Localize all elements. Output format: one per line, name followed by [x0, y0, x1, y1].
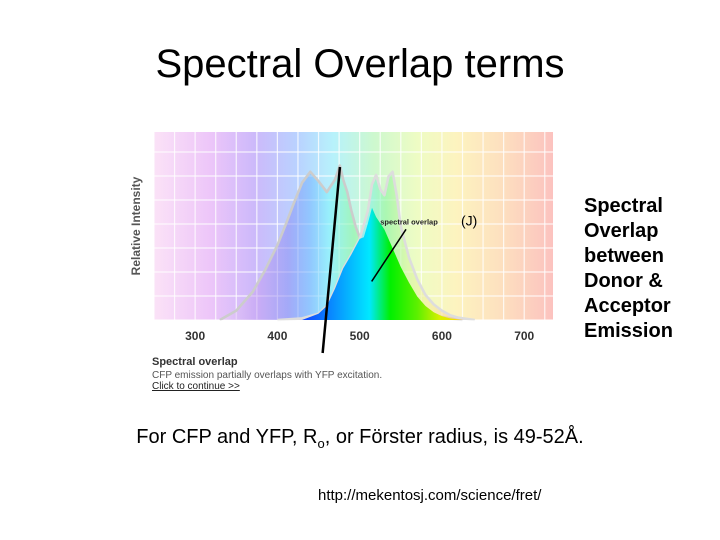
- slide-title: Spectral Overlap terms: [155, 42, 565, 86]
- annotation-symbol: (J): [461, 212, 477, 228]
- y-axis-label: Relative Intensity: [129, 176, 143, 275]
- x-tick-label: 700: [514, 329, 534, 343]
- spectrum-outline-2: [277, 170, 475, 322]
- annotation-layer: spectral overlap (J): [321, 166, 477, 354]
- fact-suffix: , or Förster radius, is 49-52Å.: [324, 426, 584, 448]
- overlap-area: [302, 207, 463, 320]
- x-tick-label: 400: [267, 329, 287, 343]
- x-axis-bar: [154, 320, 553, 348]
- x-tick-label: 500: [350, 329, 370, 343]
- annotation-pointer: [371, 228, 407, 282]
- annotation-label: spectral overlap: [380, 217, 438, 226]
- continue-link[interactable]: Click to continue >>: [152, 381, 240, 392]
- x-tick-label: 300: [185, 329, 205, 343]
- spectral-figure: 300 400 500 600 700 spectral overlap (J) Rela…: [118, 124, 563, 414]
- fact-subscript: o: [317, 436, 325, 451]
- forster-radius-statement: For CFP and YFP, Ro, or Förster radius, …: [0, 426, 720, 451]
- source-url[interactable]: http://mekentosj.com/science/fret/: [318, 487, 542, 504]
- marker-line: [321, 166, 342, 354]
- x-tick-label: 600: [432, 329, 452, 343]
- figure-caption-subtitle: CFP emission partially overlaps with YFP…: [152, 370, 383, 381]
- side-note: Spectral Overlap between Donor & Accepto…: [584, 195, 673, 342]
- spectral-chart: 300 400 500 600 700 spectral overlap (J) Rela…: [129, 132, 553, 354]
- spectrum-area-1: [219, 165, 463, 320]
- spectrum-areas: [219, 164, 475, 322]
- x-tick-labels: 300 400 500 600 700: [185, 329, 534, 343]
- figure-caption-title: Spectral overlap: [152, 356, 238, 368]
- fact-prefix: For CFP and YFP, R: [136, 426, 318, 448]
